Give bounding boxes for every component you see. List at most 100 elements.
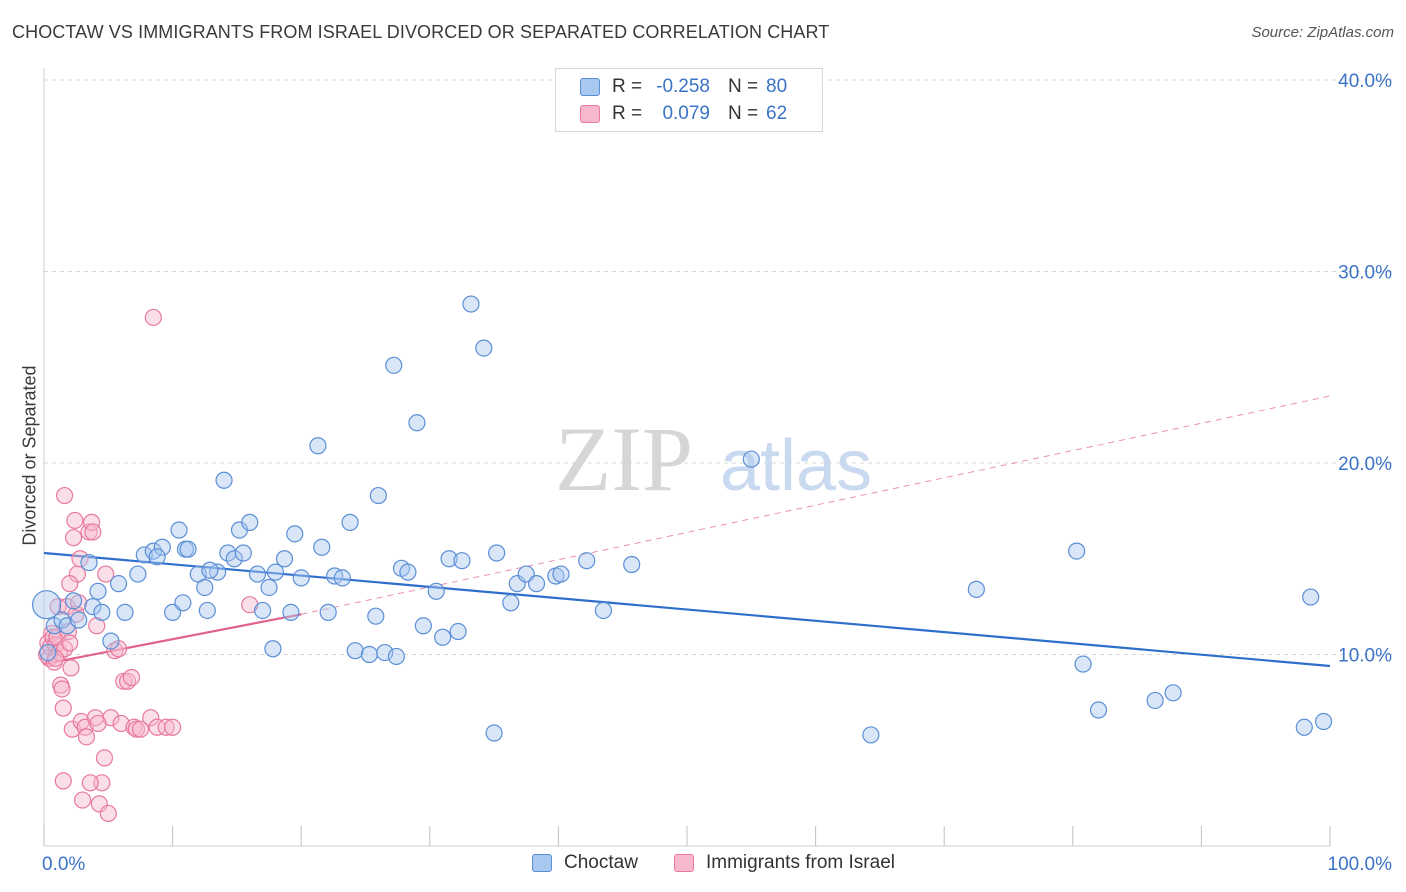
legend-swatch-pink	[580, 105, 600, 123]
grid-lines	[44, 79, 1392, 655]
tick-labels: 10.0% 20.0% 30.0% 40.0% 0.0% 100.0%	[42, 71, 1392, 875]
data-point-israel	[53, 680, 71, 698]
data-point-choctaw	[102, 632, 120, 650]
source-label: Source: ZipAtlas.com	[1251, 24, 1394, 41]
data-point-israel	[97, 565, 115, 583]
data-point-choctaw	[129, 565, 147, 583]
data-point-israel	[54, 772, 72, 790]
legend-row-israel: R = 0.079 N = 62	[580, 101, 787, 127]
legend-r-label: R =	[612, 103, 643, 124]
series-swatch-pink	[674, 854, 694, 872]
data-point-choctaw	[39, 643, 57, 662]
data-point-choctaw	[440, 550, 458, 568]
data-point-israel	[99, 804, 117, 823]
data-point-choctaw	[241, 513, 259, 531]
data-point-israel	[122, 668, 141, 687]
data-point-israel	[89, 714, 107, 733]
trend-line-choctaw	[43, 551, 1331, 668]
data-point-choctaw	[453, 552, 471, 570]
data-point-israel	[131, 720, 150, 738]
data-point-israel	[80, 523, 98, 541]
data-point-choctaw	[309, 437, 327, 455]
legend-r-value: 0.079	[662, 103, 710, 124]
data-point-choctaw	[234, 544, 252, 562]
data-point-choctaw	[84, 598, 102, 616]
data-point-choctaw	[1146, 691, 1164, 710]
trend-lines	[43, 395, 1331, 668]
data-point-choctaw	[862, 726, 880, 744]
y-tick-label: 20.0%	[1338, 454, 1392, 475]
data-point-israel	[115, 672, 133, 690]
data-point-choctaw	[80, 553, 98, 572]
data-point-choctaw	[385, 356, 403, 374]
series-legend-choctaw: Choctaw	[532, 852, 638, 874]
data-point-choctaw	[1164, 684, 1182, 702]
data-point-israel	[61, 634, 79, 652]
data-point-choctaw	[116, 603, 134, 621]
data-point-choctaw	[594, 601, 613, 620]
data-point-choctaw	[462, 295, 480, 313]
y-tick-label: 40.0%	[1338, 71, 1392, 92]
data-point-israel	[49, 598, 67, 616]
data-point-israel	[66, 511, 84, 530]
data-point-choctaw	[399, 563, 417, 581]
data-point-choctaw	[502, 594, 520, 612]
data-point-choctaw	[1074, 655, 1092, 673]
data-point-choctaw	[341, 513, 359, 531]
data-point-choctaw	[1295, 718, 1313, 736]
series-legend-israel: Immigrants from Israel	[674, 852, 895, 874]
x-tick-label: 100.0%	[1328, 854, 1393, 875]
y-tick-label: 30.0%	[1338, 263, 1392, 284]
data-point-israel	[127, 720, 146, 738]
chart-title: CHOCTAW VS IMMIGRANTS FROM ISRAEL DIVORC…	[12, 22, 830, 42]
data-point-israel	[71, 550, 89, 568]
data-point-choctaw	[264, 640, 282, 658]
watermark-zip: ZIP	[555, 408, 693, 510]
data-point-choctaw	[408, 414, 426, 432]
trend-line-israel	[43, 613, 302, 666]
data-point-choctaw	[578, 552, 596, 570]
data-point-choctaw	[360, 645, 378, 664]
data-point-choctaw	[260, 578, 278, 597]
data-point-choctaw	[313, 538, 331, 556]
series-label-choctaw: Choctaw	[564, 852, 638, 873]
y-axis-label: Divorced or Separated	[19, 365, 40, 546]
data-point-choctaw	[475, 339, 493, 357]
data-point-israel	[61, 575, 79, 593]
series-legend: Choctaw Immigrants from Israel	[0, 852, 1406, 878]
data-point-choctaw	[266, 563, 285, 581]
series-label-israel: Immigrants from Israel	[706, 852, 895, 873]
data-point-choctaw	[449, 622, 467, 641]
data-point-israel	[64, 529, 83, 547]
data-point-choctaw	[387, 647, 405, 666]
data-point-israel	[62, 659, 80, 677]
data-point-choctaw	[225, 550, 243, 568]
data-point-choctaw	[275, 550, 294, 568]
data-point-israel	[54, 699, 72, 717]
data-point-choctaw	[488, 544, 506, 562]
data-point-choctaw	[254, 601, 272, 620]
data-point-israel	[142, 709, 160, 727]
data-point-choctaw	[485, 724, 503, 742]
data-point-choctaw	[198, 601, 216, 620]
data-point-choctaw	[174, 594, 192, 612]
legend-n-label: N =	[728, 76, 759, 97]
data-point-choctaw	[282, 603, 300, 621]
data-point-choctaw	[196, 578, 214, 597]
data-point-israel	[84, 523, 102, 541]
data-point-choctaw	[1068, 542, 1086, 560]
data-point-israel	[125, 718, 143, 736]
data-point-choctaw	[286, 525, 304, 543]
data-point-choctaw	[333, 569, 351, 587]
data-point-israel	[55, 486, 74, 505]
data-point-choctaw	[248, 565, 267, 583]
data-point-choctaw	[215, 471, 233, 489]
legend-r-value: -0.258	[656, 76, 710, 97]
legend-row-choctaw: R = -0.258 N = 80	[580, 74, 787, 100]
legend-n-label: N =	[728, 103, 759, 124]
data-point-choctaw	[414, 617, 432, 635]
legend-n-value: 80	[766, 76, 788, 97]
data-point-choctaw	[201, 561, 219, 579]
data-point-israel	[95, 749, 114, 767]
